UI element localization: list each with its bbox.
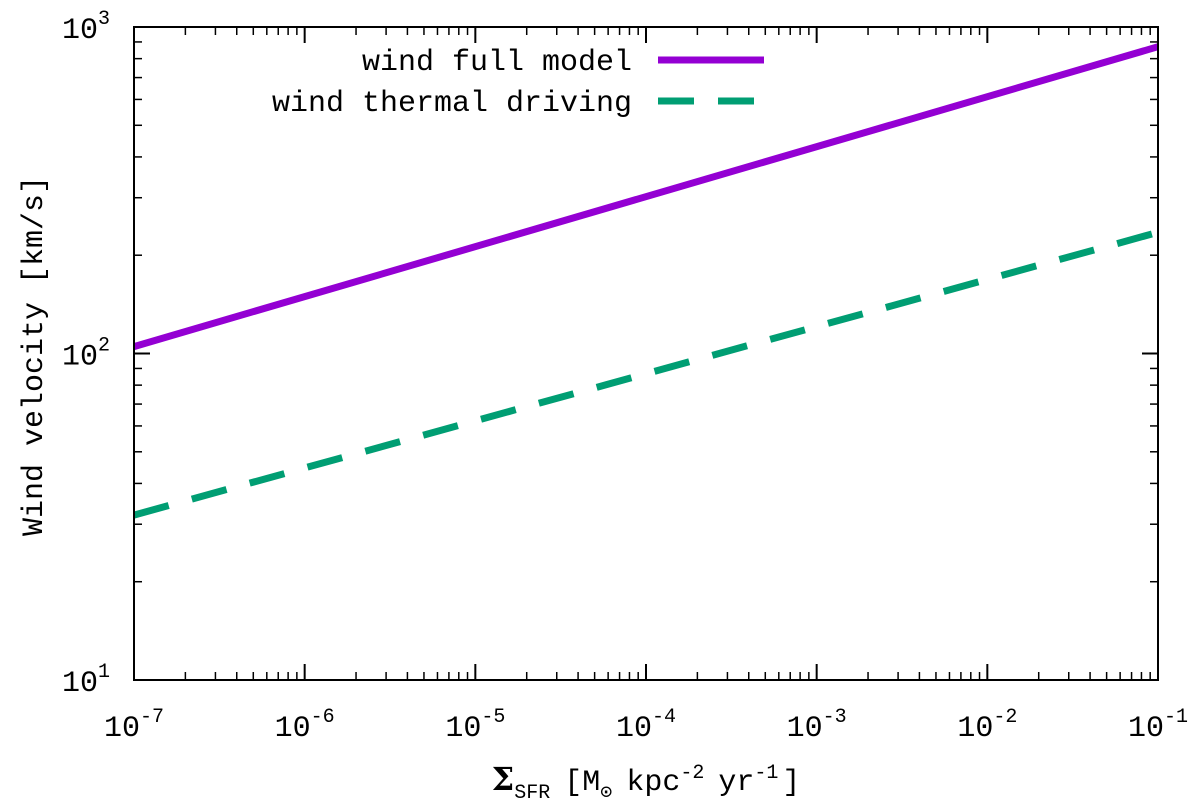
- y-tick-label: 101: [62, 661, 110, 701]
- x-tick-label: 10-7: [104, 706, 164, 746]
- x-axis-label-open: [M: [564, 766, 600, 800]
- x-tick-label: 10-1: [1128, 706, 1188, 746]
- x-axis-label-sun: ⊙: [600, 782, 612, 805]
- legend-label-2: wind thermal driving: [272, 87, 632, 121]
- plot-frame: [133, 26, 1159, 681]
- y-tick-labels: 101 102 103: [62, 8, 110, 701]
- x-tick-label: 10-2: [957, 706, 1017, 746]
- series-line-1: [133, 43, 1159, 350]
- x-axis-label-close: ]: [782, 766, 800, 800]
- minor-ticks: [134, 27, 1158, 680]
- x-axis-label-symbol: Σ: [492, 760, 515, 798]
- x-tick-label: 10-6: [275, 706, 335, 746]
- x-tick-label: 10-3: [787, 706, 847, 746]
- x-axis-label-kpc: kpc: [626, 766, 680, 800]
- x-axis-label-yr: yr: [718, 766, 754, 800]
- x-axis-label-subscript: SFR: [514, 782, 550, 805]
- x-axis-label-yr-exp: -1: [754, 762, 778, 785]
- x-tick-label: 10-5: [445, 706, 505, 746]
- y-tick-label: 103: [62, 8, 110, 48]
- x-axis-label: ΣSFR [M⊙ kpc-2 yr-1]: [492, 760, 801, 805]
- legend: wind full model wind thermal driving: [272, 46, 764, 121]
- series-layer: [133, 43, 1159, 519]
- y-tick-label: 102: [62, 335, 110, 375]
- x-tick-labels: 10-7 10-6 10-5 10-4 10-3 10-2 10-1: [104, 706, 1188, 746]
- legend-label-1: wind full model: [362, 46, 632, 80]
- x-tick-label: 10-4: [616, 706, 676, 746]
- y-axis-label: Wind velocity [km/s]: [18, 176, 52, 536]
- x-axis-label-kpc-exp: -2: [680, 762, 704, 785]
